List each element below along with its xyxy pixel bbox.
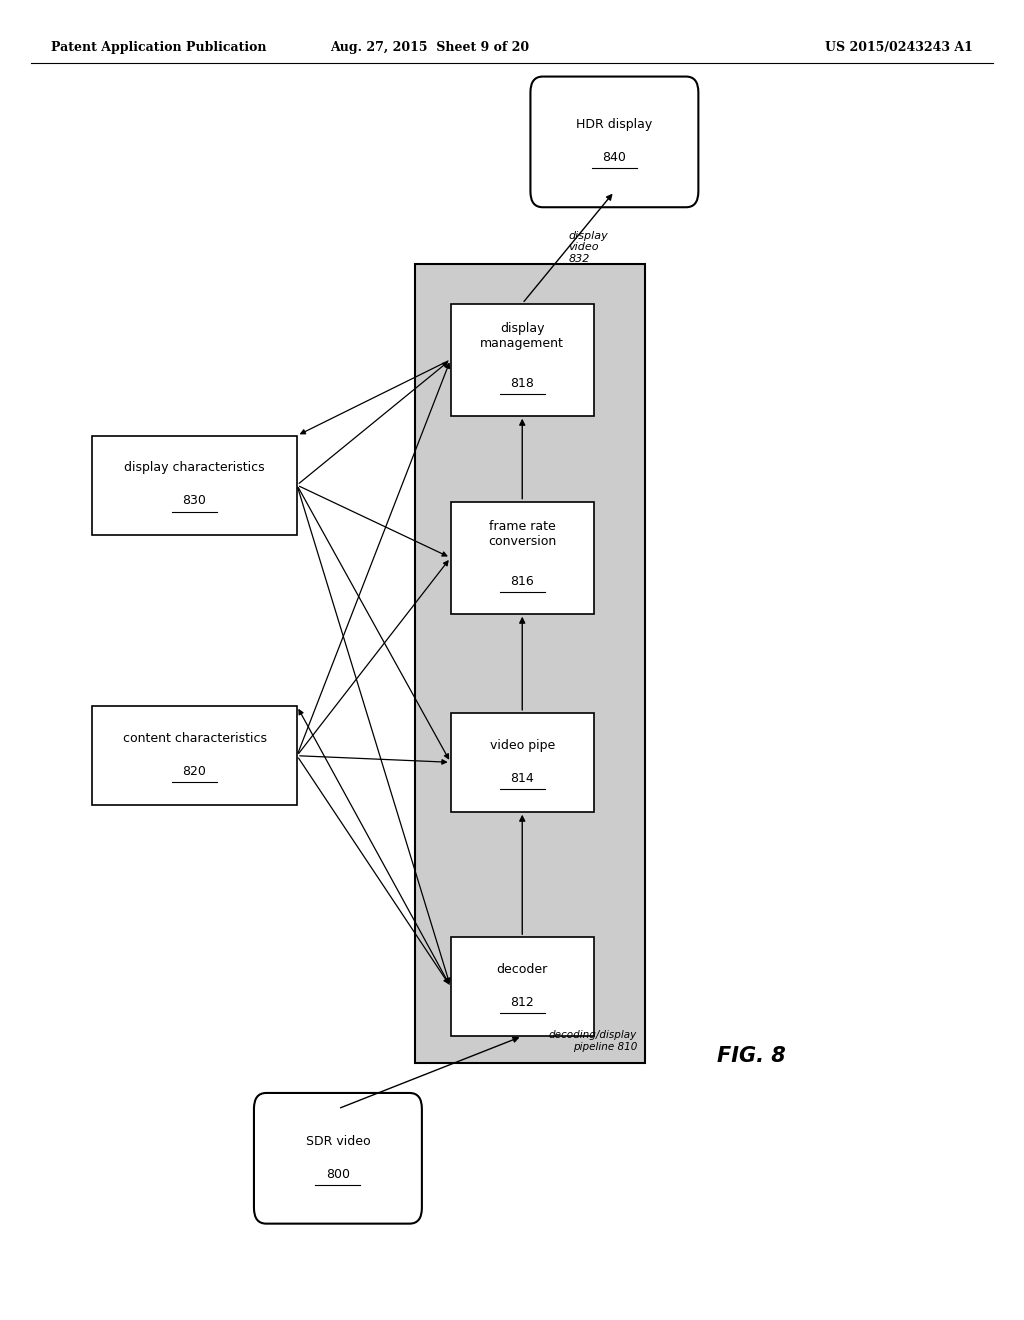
Text: frame rate
conversion: frame rate conversion (488, 520, 556, 548)
Text: 814: 814 (510, 772, 535, 784)
Text: FIG. 8: FIG. 8 (717, 1045, 785, 1067)
Text: SDR video: SDR video (305, 1135, 371, 1147)
Text: display characteristics: display characteristics (124, 462, 265, 474)
Text: 830: 830 (182, 495, 207, 507)
Text: content characteristics: content characteristics (123, 733, 266, 744)
Text: Patent Application Publication: Patent Application Publication (51, 41, 266, 54)
FancyBboxPatch shape (530, 77, 698, 207)
FancyBboxPatch shape (254, 1093, 422, 1224)
FancyBboxPatch shape (415, 264, 645, 1063)
FancyBboxPatch shape (92, 706, 297, 805)
Text: Aug. 27, 2015  Sheet 9 of 20: Aug. 27, 2015 Sheet 9 of 20 (331, 41, 529, 54)
Text: 818: 818 (510, 378, 535, 389)
Text: 812: 812 (510, 997, 535, 1008)
Text: decoding/display
pipeline 810: decoding/display pipeline 810 (549, 1031, 637, 1052)
FancyBboxPatch shape (451, 304, 594, 416)
Text: 816: 816 (510, 576, 535, 587)
Text: decoder: decoder (497, 964, 548, 975)
FancyBboxPatch shape (451, 713, 594, 812)
FancyBboxPatch shape (92, 436, 297, 535)
FancyBboxPatch shape (451, 937, 594, 1036)
Text: video pipe: video pipe (489, 739, 555, 751)
Text: 820: 820 (182, 766, 207, 777)
Text: US 2015/0243243 A1: US 2015/0243243 A1 (825, 41, 973, 54)
FancyBboxPatch shape (451, 502, 594, 614)
Text: HDR display: HDR display (577, 119, 652, 131)
Text: 800: 800 (326, 1168, 350, 1180)
Text: display
video
832: display video 832 (568, 231, 608, 264)
Text: display
management: display management (480, 322, 564, 350)
Text: 840: 840 (602, 152, 627, 164)
